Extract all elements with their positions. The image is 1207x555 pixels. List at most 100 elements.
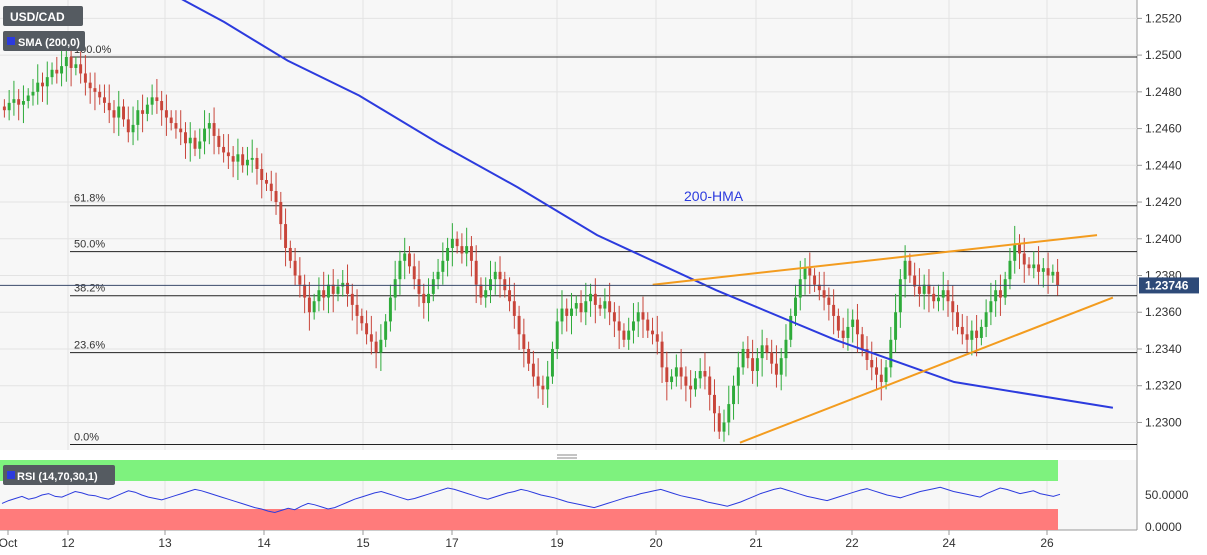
candle-body — [570, 308, 573, 316]
candle-body — [412, 266, 416, 280]
candle-body — [231, 156, 235, 162]
candle-body — [1027, 264, 1031, 269]
rsi-label: RSI (14,70,30,1) — [17, 471, 98, 483]
candle-body — [841, 330, 845, 338]
rsi-path — [1, 486, 1061, 514]
candle-body — [174, 123, 178, 129]
indicator-badge[interactable]: SMA (200,0) — [3, 31, 85, 51]
candle-body — [217, 135, 221, 147]
candle-body — [322, 290, 326, 298]
symbol-badge[interactable]: USD/CAD — [3, 6, 83, 26]
candle-body — [603, 301, 607, 309]
candle-body — [164, 110, 168, 118]
price-tick-label: 1.2320 — [1145, 379, 1182, 393]
candle-body — [808, 268, 812, 276]
candle-body — [684, 376, 688, 386]
candle-body — [784, 339, 788, 359]
candle-body — [593, 293, 597, 305]
candle-body — [660, 341, 664, 368]
candle-body — [350, 293, 354, 305]
candle-body — [736, 367, 740, 386]
candle-body — [274, 191, 278, 203]
candle-body — [31, 91, 35, 96]
candle-body — [836, 315, 840, 331]
candle-body — [450, 238, 454, 248]
candle-body — [107, 102, 111, 111]
candle-body — [160, 101, 164, 111]
indicator-badge-bg — [3, 31, 85, 51]
candle-body — [369, 334, 373, 342]
candle-body — [727, 404, 731, 423]
candle-body — [565, 308, 569, 316]
time-tick-label: 12 — [61, 536, 75, 550]
candle-body — [908, 260, 912, 276]
fibonacci-levels: 100.0%61.8%50.0%38.2%23.6%0.0% — [70, 44, 1137, 445]
candle-body — [188, 137, 192, 144]
current-price-label: 1.23746 — [1145, 278, 1189, 292]
candle-body — [794, 297, 797, 316]
candle-body — [417, 279, 421, 294]
candle-body — [1056, 271, 1060, 286]
candle-body — [894, 312, 898, 340]
candle-body — [431, 279, 435, 294]
candle-body — [1051, 271, 1055, 276]
candle-body — [36, 82, 40, 92]
candle-body — [951, 301, 955, 313]
candle-body — [646, 319, 650, 331]
price-tick-label: 1.2440 — [1145, 158, 1182, 172]
fib-label: 61.8% — [74, 193, 105, 205]
candle-body — [732, 385, 736, 405]
candle-body — [851, 319, 855, 327]
candle-body — [303, 284, 307, 298]
grid — [0, 0, 1137, 530]
candle-body — [522, 334, 526, 349]
rsi-badge[interactable]: RSI (14,70,30,1) — [3, 465, 115, 485]
rsi-overbought-band — [0, 460, 1058, 481]
time-tick-label: 13 — [158, 536, 172, 550]
candle-body — [860, 334, 864, 349]
hma-200-path — [181, 0, 1114, 409]
candle-body — [741, 348, 745, 368]
indicator-label: SMA (200,0) — [18, 37, 80, 49]
price-tick-label: 1.2420 — [1145, 195, 1182, 209]
candle-body — [393, 279, 397, 298]
candle-body — [789, 315, 793, 340]
indicator-color-swatch — [7, 37, 15, 45]
rsi-oversold-band — [0, 509, 1058, 530]
candle-body — [708, 376, 712, 395]
candle-body — [398, 260, 402, 280]
trend-lines — [652, 234, 1114, 444]
candle-body — [1046, 268, 1050, 276]
candle-body — [460, 246, 464, 254]
candle-body — [98, 91, 102, 98]
candle-body — [388, 297, 392, 322]
candle-body — [265, 180, 268, 184]
candle-body — [517, 315, 521, 335]
candle-body — [803, 268, 807, 280]
candle-body — [493, 271, 497, 280]
candle-body — [83, 73, 87, 83]
candle-body — [212, 123, 216, 136]
candle-body — [384, 321, 388, 340]
candle-body — [984, 312, 988, 327]
candle-body — [751, 358, 755, 372]
candle-body — [279, 202, 283, 225]
candle-body — [813, 275, 817, 285]
candle-body — [689, 385, 693, 390]
candle-body — [936, 297, 940, 302]
candle-body — [994, 290, 998, 302]
candle-body — [155, 97, 159, 102]
candle-body — [1013, 244, 1017, 261]
time-tick-label: 24 — [942, 536, 956, 550]
candle-body — [407, 253, 411, 267]
candle-body — [484, 290, 488, 298]
candle-body — [589, 293, 593, 302]
rsi-badge-bg — [3, 465, 115, 485]
candle-body — [312, 301, 316, 313]
price-tick-label: 1.2360 — [1145, 305, 1182, 319]
candle-body — [960, 326, 964, 335]
candle-body — [131, 124, 135, 133]
price-axis-labels: 1.23001.23201.23401.23601.23801.24001.24… — [1137, 11, 1182, 429]
pane-resize-handle[interactable] — [557, 454, 577, 459]
candle-body — [1022, 253, 1026, 265]
